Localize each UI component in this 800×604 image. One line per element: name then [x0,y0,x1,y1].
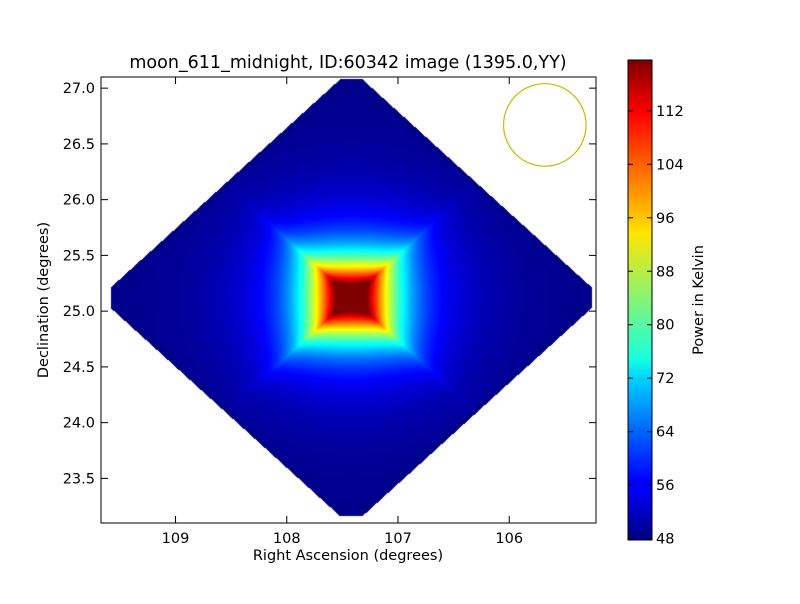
y-tick-label: 24.0 [63,416,95,432]
y-tick-label: 26.5 [63,137,95,153]
beam-circle [502,83,587,167]
y-tick-label: 26.0 [63,193,95,209]
colorbar-tick-label: 80 [656,318,674,334]
y-axis-label: Declination (degrees) [36,222,52,378]
chart-title: moon_611_midnight, ID:60342 image (1395.… [129,53,566,73]
colorbar-tick-label: 88 [656,264,674,280]
x-tick-label: 109 [162,531,190,547]
y-tick-label: 25.5 [63,248,95,264]
y-axis-ticks: 23.5 24.0 24.5 25.0 25.5 26.0 26.5 27.0 [63,81,596,487]
plot-frame [100,76,597,524]
colorbar-label: Power in Kelvin [691,245,707,355]
x-tick-label: 108 [273,531,301,547]
y-tick-label: 25.0 [63,304,95,320]
colorbar-tick-label: 56 [656,478,674,494]
heatmap-area [101,77,596,523]
x-axis-label: Right Ascension (degrees) [253,548,443,564]
colorbar-tick-label: 96 [656,211,674,227]
y-tick-label: 27.0 [63,81,95,97]
x-axis-ticks: 109 108 107 106 [162,77,523,547]
colorbar [627,59,653,541]
colorbar-tick-label: 64 [656,425,674,441]
x-tick-label: 107 [384,531,412,547]
y-tick-label: 23.5 [63,471,95,487]
colorbar-tick-label: 48 [656,532,674,548]
colorbar-tick-label: 72 [656,371,674,387]
x-tick-label: 106 [495,531,523,547]
colorbar-ticks: 48 56 64 72 80 88 96 104 112 [628,104,684,548]
colorbar-tick-label: 104 [656,157,684,173]
y-tick-label: 24.5 [63,360,95,376]
colorbar-tick-label: 112 [656,104,684,120]
heatmap-image [101,77,596,523]
